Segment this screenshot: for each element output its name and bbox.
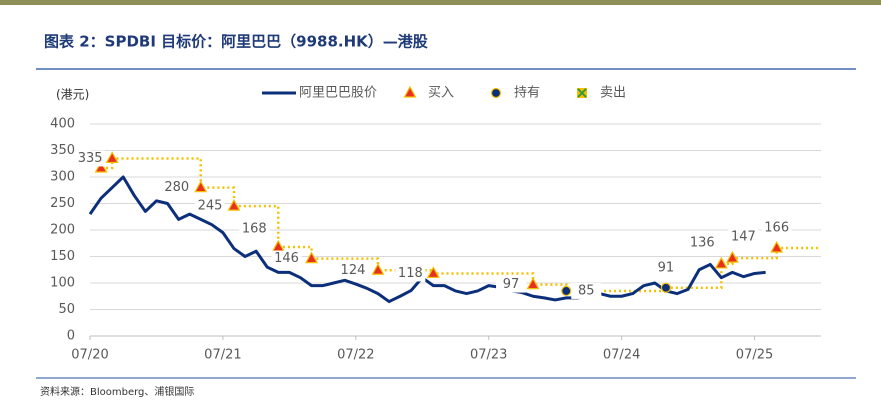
buy-marker xyxy=(426,266,440,279)
value-label-bg xyxy=(728,229,759,246)
sell-marker xyxy=(577,88,587,98)
x-tick-label: 07/24 xyxy=(603,348,640,363)
value-label-bg xyxy=(161,179,192,196)
y-tick-label: 150 xyxy=(50,249,75,264)
legend: 阿里巴巴股价 买入 持有 卖出 xyxy=(262,86,626,101)
x-tick-label: 07/21 xyxy=(204,348,241,363)
buy-marker xyxy=(194,180,208,193)
y-tick-label: 350 xyxy=(50,143,75,158)
value-label: 146 xyxy=(274,251,299,266)
top-bar xyxy=(0,0,881,5)
x-tick-label: 07/22 xyxy=(337,348,374,363)
value-label: 335 xyxy=(78,151,103,166)
value-label: 168 xyxy=(242,221,267,236)
value-label: 97 xyxy=(503,277,520,292)
sell-marker-cross xyxy=(577,88,587,98)
value-label-bg xyxy=(395,265,426,282)
y-tick-label: 250 xyxy=(50,196,75,211)
x-tick-label: 07/23 xyxy=(470,348,507,363)
value-label-bg xyxy=(687,234,718,251)
value-label-bg xyxy=(571,282,602,299)
hold-marker xyxy=(490,87,502,99)
value-label-bg xyxy=(271,250,302,267)
y-axis-label: (港元) xyxy=(56,88,89,102)
price-line xyxy=(88,175,766,304)
buy-marker xyxy=(403,85,417,98)
buy-marker xyxy=(371,263,385,275)
value-label: 280 xyxy=(164,180,189,195)
buy-marker xyxy=(227,198,241,211)
buy-marker xyxy=(770,240,784,253)
buy-marker xyxy=(271,239,285,252)
legend-label: 持有 xyxy=(514,86,540,101)
y-tick-label: 50 xyxy=(58,302,75,317)
value-label-bg xyxy=(239,220,270,237)
legend-label: 卖出 xyxy=(600,86,626,101)
value-label: 136 xyxy=(690,235,715,250)
value-label-bg xyxy=(194,198,225,215)
value-label-bg xyxy=(75,150,106,167)
value-label-bg xyxy=(650,259,681,276)
buy-marker xyxy=(105,151,119,164)
y-tick-label: 400 xyxy=(50,117,75,132)
buy-marker xyxy=(725,250,739,263)
y-tick-label: 200 xyxy=(50,223,75,238)
buy-marker xyxy=(305,251,319,264)
x-tick-label: 07/20 xyxy=(71,348,108,363)
buy-marker xyxy=(714,256,728,269)
y-tick-label: 300 xyxy=(50,170,75,185)
buy-marker xyxy=(94,160,108,173)
value-label: 166 xyxy=(764,221,789,236)
buy-marker xyxy=(526,277,540,290)
value-label: 245 xyxy=(198,199,223,214)
legend-label: 阿里巴巴股价 xyxy=(299,86,377,101)
value-label: 147 xyxy=(731,230,756,245)
hold-marker xyxy=(660,282,672,293)
y-tick-label: 0 xyxy=(67,329,75,344)
hold-marker xyxy=(561,285,572,297)
legend-label: 买入 xyxy=(428,86,454,101)
value-label: 124 xyxy=(341,263,366,278)
y-tick-label: 100 xyxy=(50,276,75,291)
value-label: 91 xyxy=(658,260,675,275)
value-label-bg xyxy=(761,220,792,237)
value-label: 118 xyxy=(398,266,423,281)
value-label-bg xyxy=(337,262,368,279)
chart-title: 图表 2：SPDBI 目标价：阿里巴巴（9988.HK）—港股 xyxy=(44,33,429,51)
value-label-bg xyxy=(496,276,527,293)
x-tick-label: 07/25 xyxy=(736,348,773,363)
source-note: 资料来源：Bloomberg、浦银国际 xyxy=(40,385,194,398)
value-label: 85 xyxy=(578,283,595,298)
